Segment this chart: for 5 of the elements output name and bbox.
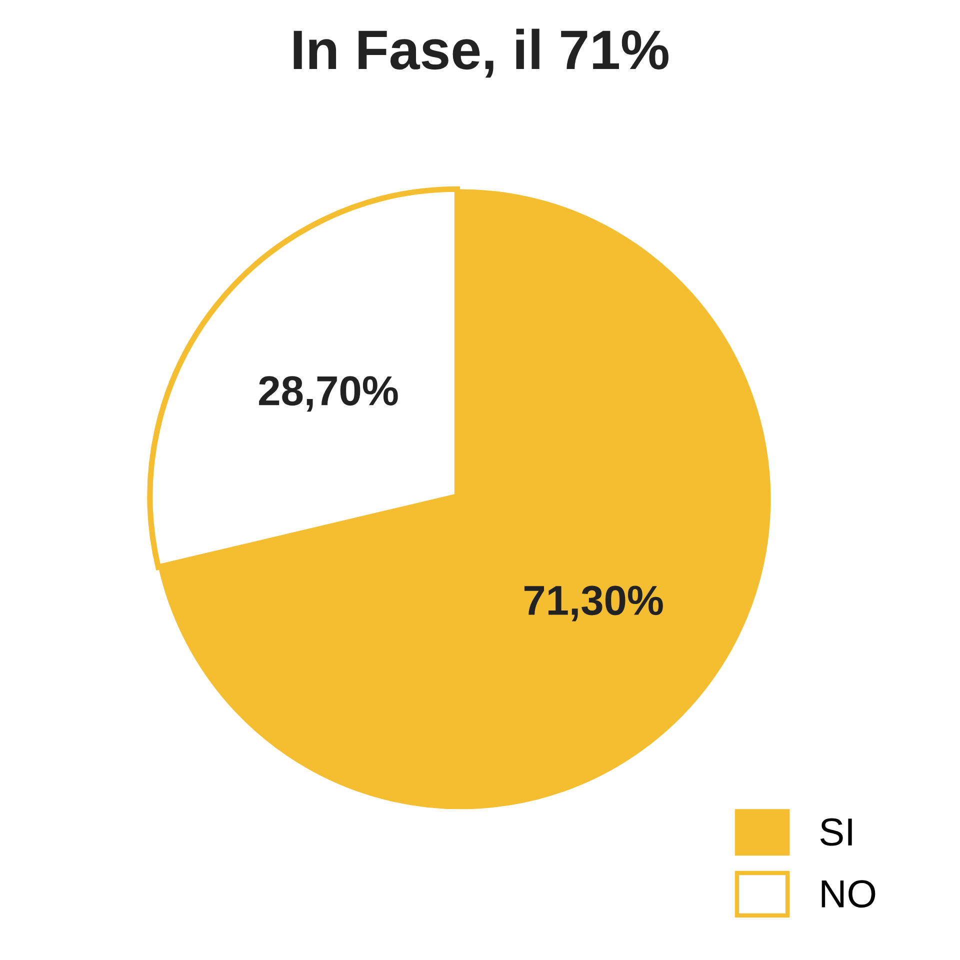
data-label: 71,30%	[524, 586, 663, 622]
data-label: 28,70%	[259, 376, 398, 412]
chart-title: In Fase, il 71%	[294, 28, 668, 78]
legend-label: SI	[820, 818, 852, 846]
legend-label: NO	[822, 880, 876, 908]
